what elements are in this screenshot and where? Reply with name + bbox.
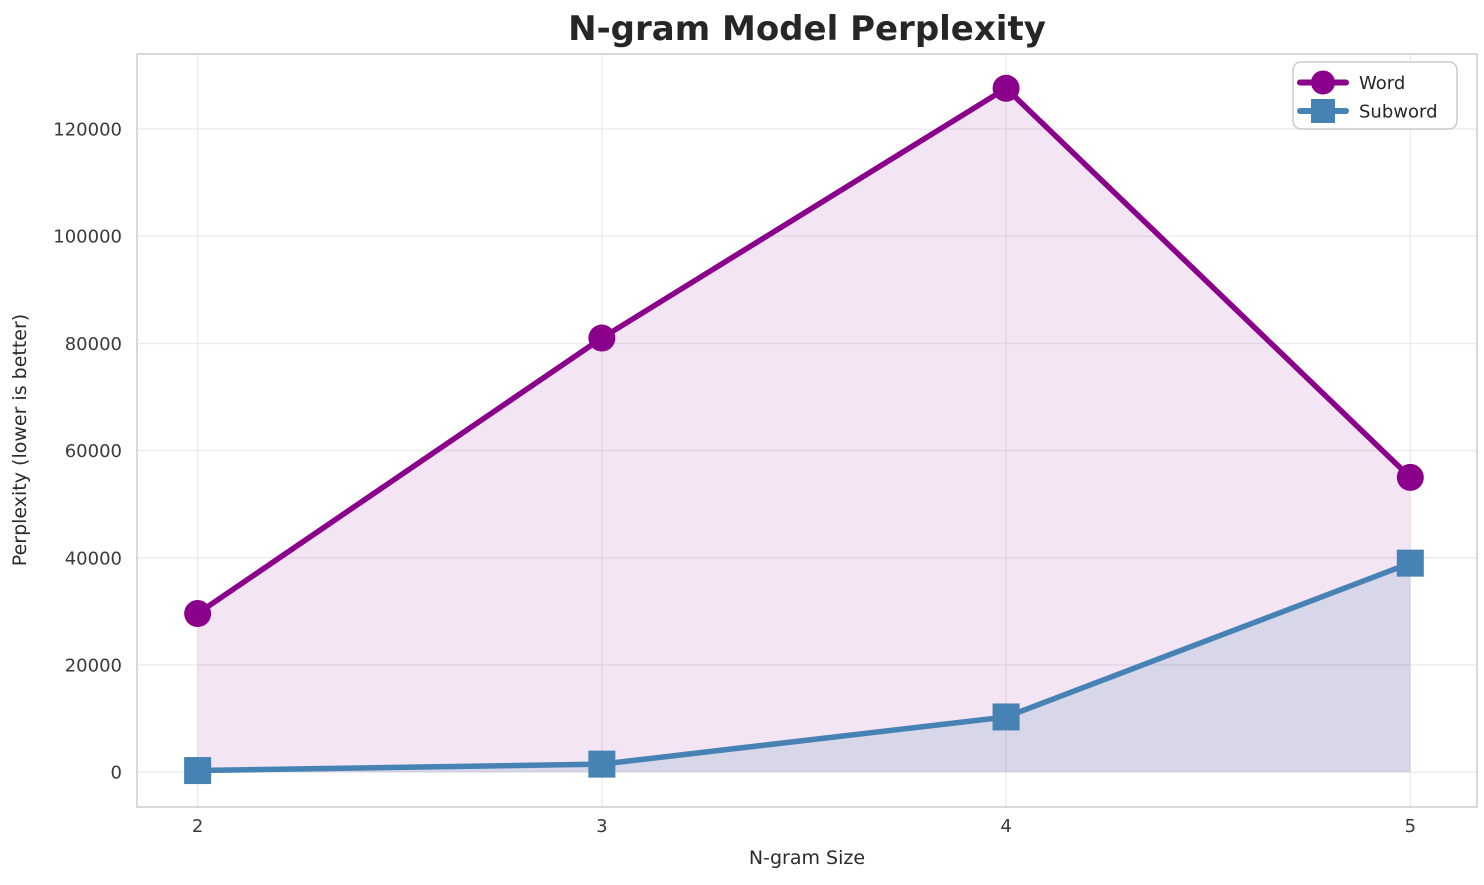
y-tick-label: 60000 <box>65 441 122 462</box>
y-axis-label: Perplexity (lower is better) <box>9 314 31 566</box>
word-area-fill <box>197 88 1411 773</box>
legend: Word Subword <box>1292 61 1458 130</box>
y-tick-label: 0 <box>111 763 122 784</box>
subword-line <box>194 560 1414 774</box>
x-axis-label: N-gram Size <box>749 847 865 869</box>
series-lines <box>184 74 1424 785</box>
plot-border <box>136 53 1478 808</box>
legend-square-marker <box>1311 99 1335 123</box>
y-tick-label: 100000 <box>53 227 122 248</box>
y-tick-label: 120000 <box>53 120 122 141</box>
x-tick-label: 4 <box>1000 816 1011 837</box>
subword-marker <box>992 703 1020 731</box>
x-tick-label: 2 <box>192 816 203 837</box>
word-marker <box>184 600 212 628</box>
legend-circle-marker <box>1311 70 1335 95</box>
axis-tick-labels: 0 20000 40000 60000 80000 100000 120000 2 3 4 5 <box>53 120 1416 837</box>
gridlines <box>137 54 1477 807</box>
subword-area-fill <box>197 563 1411 773</box>
word-marker <box>992 74 1020 102</box>
word-marker <box>588 324 616 352</box>
area-fills <box>197 88 1411 773</box>
word-line <box>194 85 1414 617</box>
chart-title: N-gram Model Perplexity <box>568 9 1046 49</box>
x-tick-label: 3 <box>596 816 607 837</box>
legend-label: Word <box>1359 73 1405 94</box>
word-marker <box>1396 463 1424 491</box>
legend-label: Subword <box>1359 102 1438 123</box>
subword-marker <box>588 750 616 778</box>
y-tick-label: 80000 <box>65 334 122 355</box>
subword-marker <box>184 757 212 785</box>
x-tick-label: 5 <box>1405 816 1416 837</box>
y-tick-label: 20000 <box>65 655 122 676</box>
y-tick-label: 40000 <box>65 548 122 569</box>
subword-marker <box>1396 549 1424 577</box>
